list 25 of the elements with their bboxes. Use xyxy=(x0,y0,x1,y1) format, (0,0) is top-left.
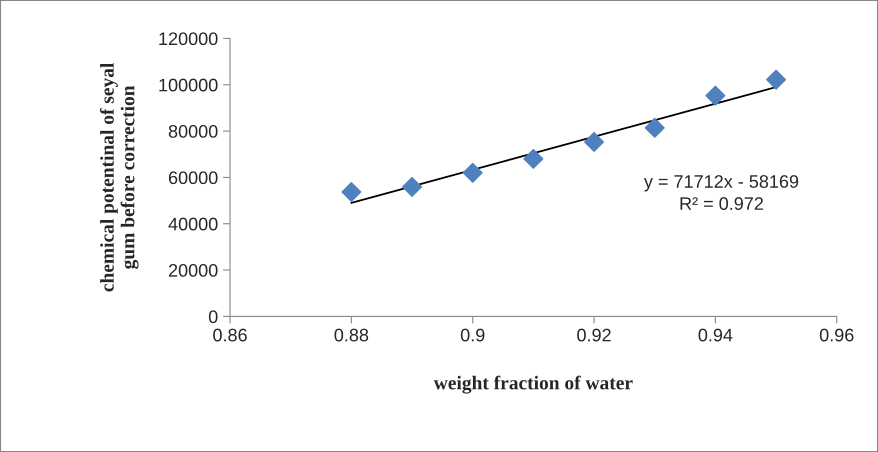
point xyxy=(705,86,726,106)
y-tick-label: 60000 xyxy=(168,171,218,184)
x-tick-label: 0.9 xyxy=(460,328,484,342)
y-tick-label: 0 xyxy=(208,310,218,324)
x-tick-label: 0.96 xyxy=(820,328,854,342)
point xyxy=(523,148,544,169)
x-tick-label: 0.88 xyxy=(334,328,368,342)
y-tick-label: 120000 xyxy=(159,32,218,46)
point xyxy=(462,162,483,183)
x-tick-label: 0.94 xyxy=(698,328,732,342)
point xyxy=(341,182,362,202)
point xyxy=(584,132,604,152)
y-tick-label: 100000 xyxy=(159,78,218,92)
x-tick-label: 0.86 xyxy=(213,328,247,342)
point xyxy=(644,118,665,138)
y-tick-label: 80000 xyxy=(168,125,218,138)
annotation: R² = 0.972 xyxy=(680,197,763,210)
point xyxy=(766,70,786,90)
annotation: y = 71712x - 58169 xyxy=(644,175,798,192)
y-axis-title: chemical potentinal of seyal gum before correction xyxy=(100,62,139,292)
x-tick-label: 0.92 xyxy=(577,328,611,342)
x-axis-title: weight fraction of water xyxy=(434,376,633,394)
y-tick-label: 40000 xyxy=(168,218,218,230)
point xyxy=(402,176,422,197)
y-tick-label: 20000 xyxy=(168,264,218,277)
